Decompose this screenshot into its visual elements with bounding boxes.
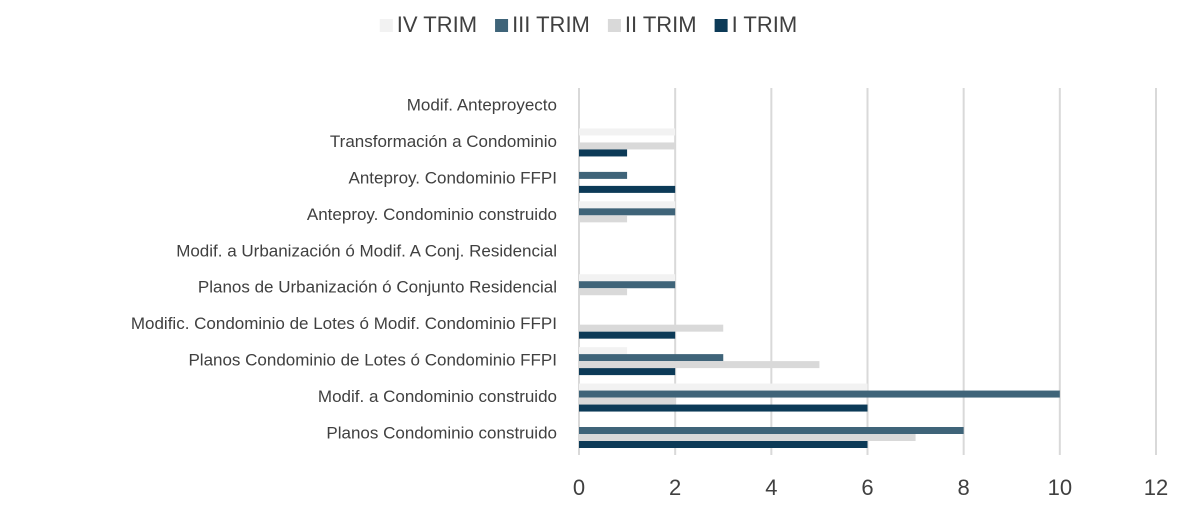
bar [579, 201, 676, 209]
legend-label: IV TRIM [397, 12, 477, 37]
bar [579, 149, 628, 157]
bar [579, 390, 1060, 398]
legend-swatch [607, 19, 621, 32]
bar [579, 288, 628, 296]
bar [579, 397, 676, 405]
bar [579, 354, 724, 362]
bar [579, 383, 868, 391]
bar [579, 427, 964, 434]
x-tick-label: 6 [861, 475, 873, 500]
category-label: Anteproy. Condominio FFPI [349, 168, 558, 187]
category-label: Planos Condominio construido [326, 423, 557, 442]
legend-label: III TRIM [512, 12, 590, 37]
category-label: Planos de Urbanización ó Conjunto Reside… [198, 278, 557, 297]
bar [579, 171, 628, 179]
category-label: Modific. Condominio de Lotes ó Modif. Co… [131, 314, 557, 333]
category-label: Modif. Anteproyecto [407, 95, 557, 114]
bar [579, 361, 820, 369]
category-label: Transformación a Condominio [330, 132, 557, 151]
x-tick-label: 2 [669, 475, 681, 500]
bar [579, 368, 676, 376]
x-tick-label: 0 [573, 475, 585, 500]
bar [579, 404, 868, 412]
legend-label: II TRIM [625, 12, 697, 37]
bar [579, 434, 916, 441]
bar [579, 324, 724, 332]
bar [579, 142, 676, 150]
legend-swatch [714, 19, 728, 32]
category-label: Anteproy. Condominio construido [307, 205, 557, 224]
bar [579, 281, 676, 289]
bar [579, 128, 676, 136]
bar [579, 274, 676, 282]
x-tick-label: 8 [958, 475, 970, 500]
category-label: Planos Condominio de Lotes ó Condominio … [188, 351, 557, 370]
legend-swatch [495, 19, 509, 32]
bar [579, 441, 868, 448]
bar [579, 215, 628, 223]
bar [579, 347, 628, 355]
legend-label: I TRIM [732, 12, 798, 37]
bar [579, 185, 676, 193]
legend-swatch [379, 19, 393, 32]
x-tick-label: 4 [765, 475, 777, 500]
category-label: Modif. a Condominio construido [318, 387, 557, 406]
category-label: Modif. a Urbanización ó Modif. A Conj. R… [176, 241, 557, 260]
bar [579, 208, 676, 216]
x-tick-label: 10 [1048, 475, 1072, 500]
x-tick-label: 12 [1144, 475, 1168, 500]
bar [579, 331, 676, 339]
